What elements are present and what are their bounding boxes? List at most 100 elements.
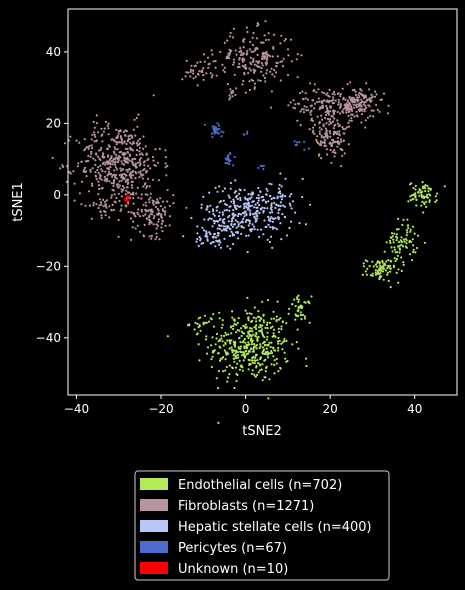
data-point — [233, 322, 236, 325]
data-point — [98, 187, 101, 191]
data-point — [269, 352, 272, 355]
x-tick-label: 40 — [407, 402, 422, 416]
data-point — [256, 359, 259, 362]
data-point — [239, 53, 242, 57]
data-point — [249, 213, 252, 216]
data-point — [344, 128, 347, 131]
data-point — [158, 147, 161, 150]
data-point — [131, 149, 134, 152]
data-point — [328, 142, 331, 145]
data-point — [395, 228, 398, 231]
data-point — [279, 195, 282, 198]
data-point — [283, 39, 286, 42]
data-point — [121, 184, 124, 188]
data-point — [134, 227, 137, 230]
data-point — [198, 70, 201, 73]
data-point — [95, 140, 98, 143]
data-point — [380, 269, 383, 272]
data-point — [93, 140, 96, 143]
data-point — [406, 218, 409, 221]
data-point — [354, 104, 357, 107]
data-point — [234, 231, 238, 234]
data-point — [246, 132, 249, 135]
data-point — [337, 103, 340, 106]
data-point — [226, 83, 229, 86]
data-point — [135, 166, 138, 169]
data-point — [247, 336, 250, 340]
data-point — [443, 185, 446, 188]
data-point — [411, 238, 414, 241]
data-point — [286, 48, 290, 51]
data-point — [116, 148, 119, 151]
data-point — [142, 214, 145, 217]
data-point — [92, 120, 95, 124]
data-point — [104, 163, 107, 166]
data-point — [234, 49, 237, 52]
data-point — [302, 98, 305, 101]
data-point — [372, 265, 375, 268]
data-point — [259, 329, 262, 332]
data-point — [210, 217, 213, 220]
data-point — [96, 168, 99, 172]
x-tick-label: 20 — [323, 402, 338, 416]
data-point — [221, 213, 224, 216]
data-point — [213, 214, 216, 217]
data-point — [268, 378, 271, 381]
data-point — [239, 189, 242, 192]
data-point — [123, 186, 126, 189]
data-point — [303, 140, 306, 143]
data-point — [273, 363, 276, 366]
data-point — [260, 228, 263, 231]
data-point — [305, 106, 308, 109]
data-point — [390, 232, 394, 235]
data-point — [164, 156, 167, 159]
data-point — [213, 128, 216, 131]
data-point — [146, 193, 149, 196]
data-point — [356, 115, 359, 118]
data-point — [310, 295, 313, 298]
data-point — [284, 177, 287, 180]
data-point — [157, 179, 160, 182]
data-point — [120, 141, 123, 144]
data-point — [97, 206, 100, 210]
data-point — [398, 247, 401, 250]
data-point — [339, 112, 342, 115]
data-point — [330, 99, 333, 102]
data-point — [277, 346, 280, 350]
data-point — [219, 241, 222, 244]
data-point — [331, 120, 335, 123]
data-point — [221, 63, 224, 66]
data-point — [363, 95, 366, 98]
data-point — [246, 130, 249, 133]
data-point — [203, 314, 206, 317]
data-point — [370, 93, 373, 96]
data-point — [420, 193, 423, 196]
data-point — [103, 127, 106, 130]
data-point — [253, 206, 256, 209]
data-point — [236, 362, 239, 365]
data-point — [137, 113, 140, 116]
data-point — [329, 105, 332, 108]
data-point — [222, 199, 225, 202]
data-point — [117, 218, 120, 221]
data-point — [139, 161, 142, 164]
data-point — [157, 209, 160, 212]
data-point — [211, 349, 215, 353]
data-point — [274, 217, 277, 220]
data-point — [266, 331, 269, 334]
data-point — [148, 214, 151, 218]
data-point — [317, 88, 320, 91]
data-point — [208, 217, 211, 220]
data-point — [326, 99, 330, 103]
data-point — [236, 321, 239, 325]
data-point — [426, 184, 429, 188]
data-point — [337, 92, 340, 95]
data-point — [297, 294, 300, 297]
data-point — [435, 192, 439, 195]
data-point — [75, 139, 78, 142]
data-point — [187, 71, 190, 74]
data-point — [100, 146, 103, 149]
data-point — [143, 223, 146, 227]
data-point — [228, 94, 231, 97]
data-point — [273, 359, 276, 362]
